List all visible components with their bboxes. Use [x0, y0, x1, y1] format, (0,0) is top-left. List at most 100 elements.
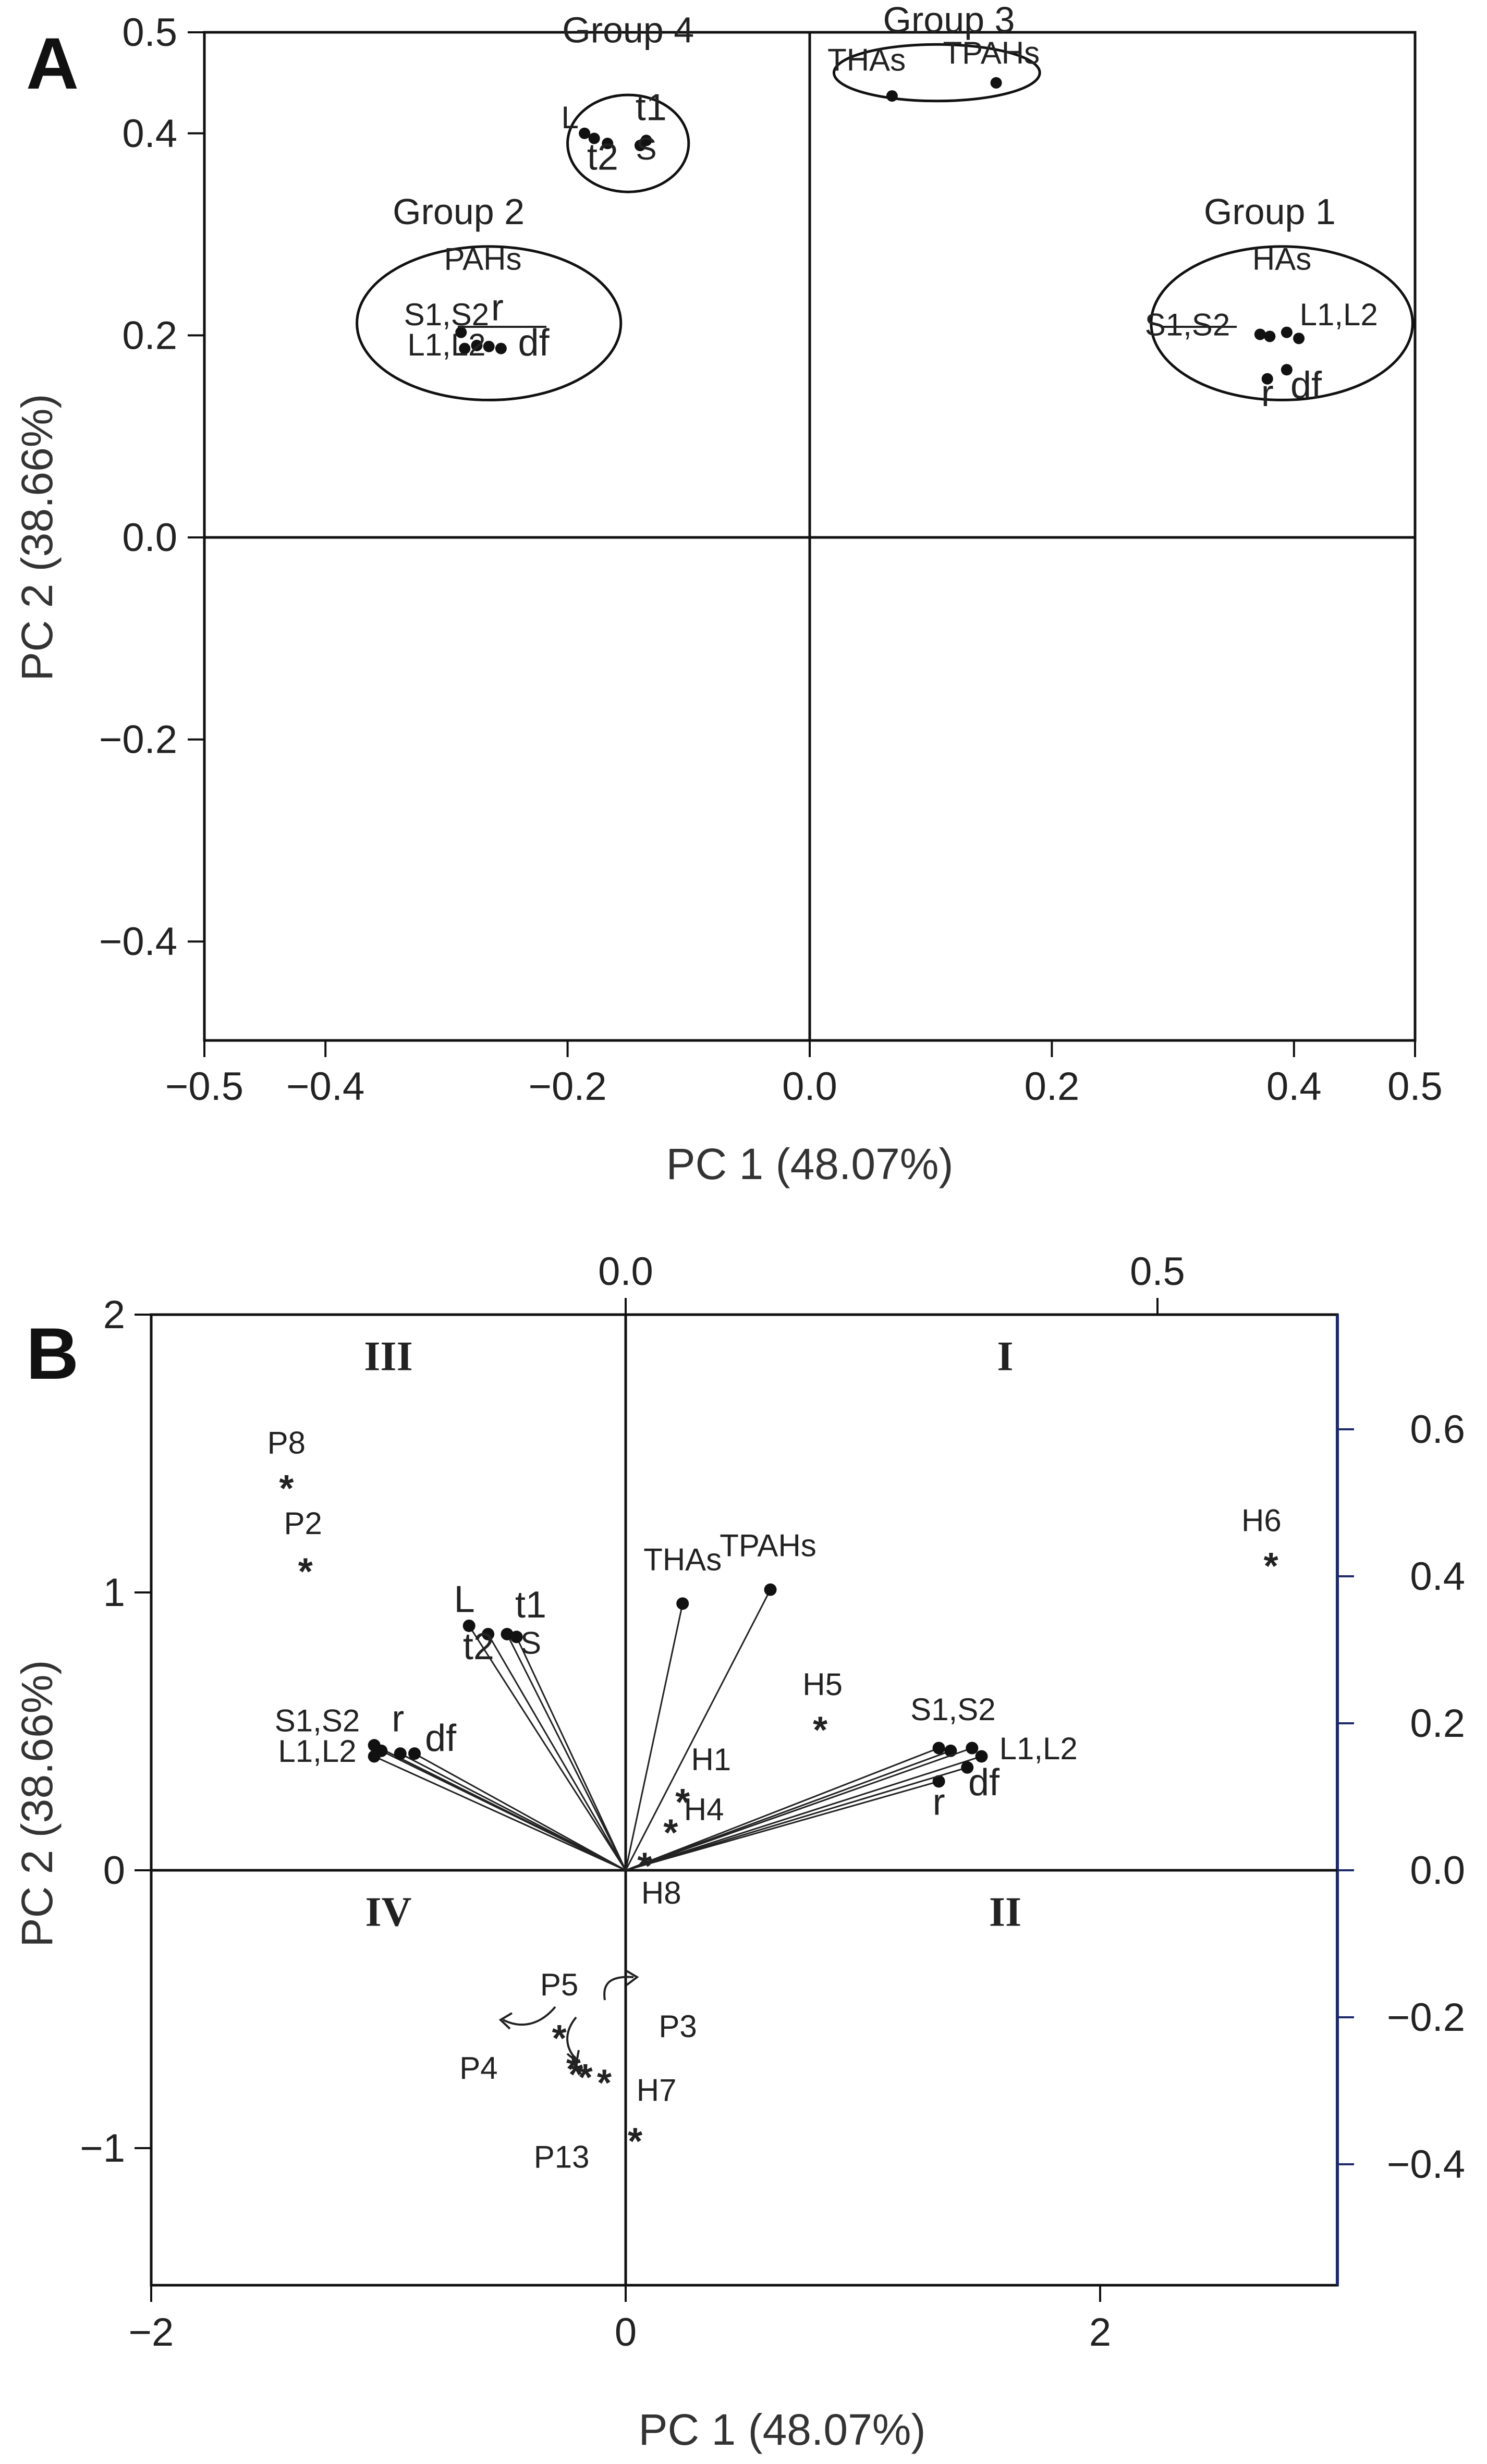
loading-label: t2	[463, 1626, 494, 1668]
sample-label: H8	[641, 1875, 681, 1910]
loading-label: L1,L2	[278, 1734, 356, 1769]
loading-label: df	[425, 1718, 457, 1759]
loading-point	[375, 1744, 388, 1757]
point-label: r	[491, 287, 504, 328]
sample-label: H1	[691, 1742, 731, 1777]
loading-point	[501, 1627, 514, 1640]
panel-b-loading-vectors	[368, 1583, 988, 1871]
sample-label: H6	[1241, 1503, 1282, 1538]
point-label: t1	[636, 87, 667, 129]
panel-b-pointer-arrows	[498, 1969, 639, 2064]
arrow-to-p13	[566, 2016, 577, 2060]
loading-label: L1,L2	[1000, 1731, 1078, 1766]
quadrant-label: III	[364, 1334, 412, 1380]
arrow-to-p3-head	[625, 1969, 639, 1986]
loading-vector	[487, 1634, 627, 1871]
loading-label: r	[392, 1698, 404, 1740]
x-tick-label: −0.5	[165, 1064, 243, 1109]
loading-point	[966, 1742, 979, 1755]
y-tick-label: 0.0	[122, 516, 177, 560]
right-tick-label: −0.4	[1387, 2142, 1465, 2187]
loading-label: S1,S2	[910, 1692, 995, 1727]
x-tick-label: 0.4	[1266, 1064, 1322, 1109]
sample-label: P8	[267, 1426, 306, 1461]
loading-vector	[506, 1634, 627, 1871]
loading-point	[961, 1761, 974, 1774]
y-tick-label: 0.5	[122, 10, 177, 55]
group-label: Group 4	[562, 9, 694, 50]
loading-point	[462, 1619, 476, 1632]
sample-label: P4	[459, 2051, 497, 2086]
sample-label: H4	[684, 1792, 724, 1827]
loading-vector	[516, 1636, 627, 1871]
arrow-to-p3	[603, 1976, 634, 2001]
sample-star-marker: *	[578, 2057, 593, 2099]
loading-label: r	[933, 1781, 945, 1823]
data-point	[1293, 333, 1305, 345]
panel-b-frame	[150, 1313, 1339, 2287]
loading-vector	[400, 1752, 626, 1871]
loading-vector	[625, 1603, 684, 1871]
panel-b-sample-scores: *P8*P2*H6*H5*H1*H4*H8*P5*P3*P4 *P13 *H7*	[267, 1426, 1282, 2175]
data-point	[588, 132, 600, 144]
top-tick-label: 0.5	[1130, 1249, 1185, 1294]
sample-label: H7	[637, 2073, 677, 2107]
point-label: L1,L2	[1300, 297, 1378, 332]
arrow-to-p4-head	[498, 2012, 513, 2030]
panel-a-y-ticks: 0.5 0.4 0.2 0.0 −0.2 −0.4	[99, 10, 204, 964]
group-ellipse	[832, 43, 1041, 103]
x-tick-label: −2	[129, 2310, 174, 2355]
data-point	[640, 134, 652, 146]
loading-vector	[468, 1625, 627, 1871]
panel-a-letter: A	[26, 22, 79, 104]
loading-point	[932, 1775, 945, 1788]
loading-label: THAs	[643, 1542, 722, 1577]
arrow-to-p13-head	[566, 2050, 580, 2064]
sample-star-marker: *	[628, 2120, 642, 2162]
group-label: Group 1	[1204, 191, 1336, 232]
data-point	[579, 127, 591, 139]
right-tick-label: −0.2	[1387, 1995, 1465, 2040]
loading-vector	[625, 1589, 771, 1871]
loading-point	[408, 1747, 421, 1760]
point-label: df	[518, 322, 550, 364]
y-tick-label: 0.4	[122, 112, 177, 156]
loading-label: df	[968, 1762, 1000, 1804]
panel-b-x-ticks: −2 0 2	[129, 2285, 1111, 2355]
panel-b-quadrant-labels: III IIV II	[364, 1334, 1021, 1935]
loading-vector	[625, 1747, 972, 1871]
y-tick-label: −0.2	[99, 718, 177, 762]
panel-a-groups: Group 4 Group 3 Group 2 Group 1	[356, 0, 1414, 401]
sample-label: P3	[659, 2009, 697, 2044]
panel-b-y-axis-label: PC 2 (38.66%)	[13, 1660, 62, 1947]
point-label: PAHs	[444, 241, 522, 276]
data-point	[990, 77, 1002, 89]
loading-label: S	[520, 1625, 541, 1660]
loading-point	[510, 1631, 523, 1644]
data-point	[1281, 326, 1293, 338]
panel-b-y-ticks: 2 1 0 −1	[80, 1293, 151, 2171]
loading-vector	[625, 1747, 940, 1871]
loading-vector	[625, 1767, 968, 1871]
data-point	[1264, 330, 1276, 342]
sample-star-marker: *	[552, 2018, 567, 2060]
sample-star-marker: *	[663, 1812, 678, 1854]
panel-a-x-ticks: −0.5 −0.4 −0.2 0.0 0.2 0.4 0.5	[165, 1040, 1443, 1109]
panel-b-top-ticks: 0.0 0.5	[598, 1249, 1185, 1315]
data-point	[455, 326, 467, 338]
loading-vector	[414, 1752, 626, 1871]
sample-star-marker: *	[813, 1710, 827, 1751]
data-point	[459, 342, 471, 354]
x-tick-label: 2	[1089, 2310, 1111, 2355]
y-tick-label: −1	[80, 2126, 125, 2171]
data-point	[886, 90, 898, 102]
panel-b-right-ticks: 0.6 0.4 0.2 0.0 −0.2 −0.4	[1337, 1407, 1465, 2187]
y-tick-label: 0	[103, 1848, 125, 1893]
right-tick-label: 0.6	[1410, 1407, 1465, 1452]
loading-label: t1	[515, 1584, 546, 1626]
loading-point	[764, 1583, 777, 1596]
data-point	[483, 340, 495, 352]
